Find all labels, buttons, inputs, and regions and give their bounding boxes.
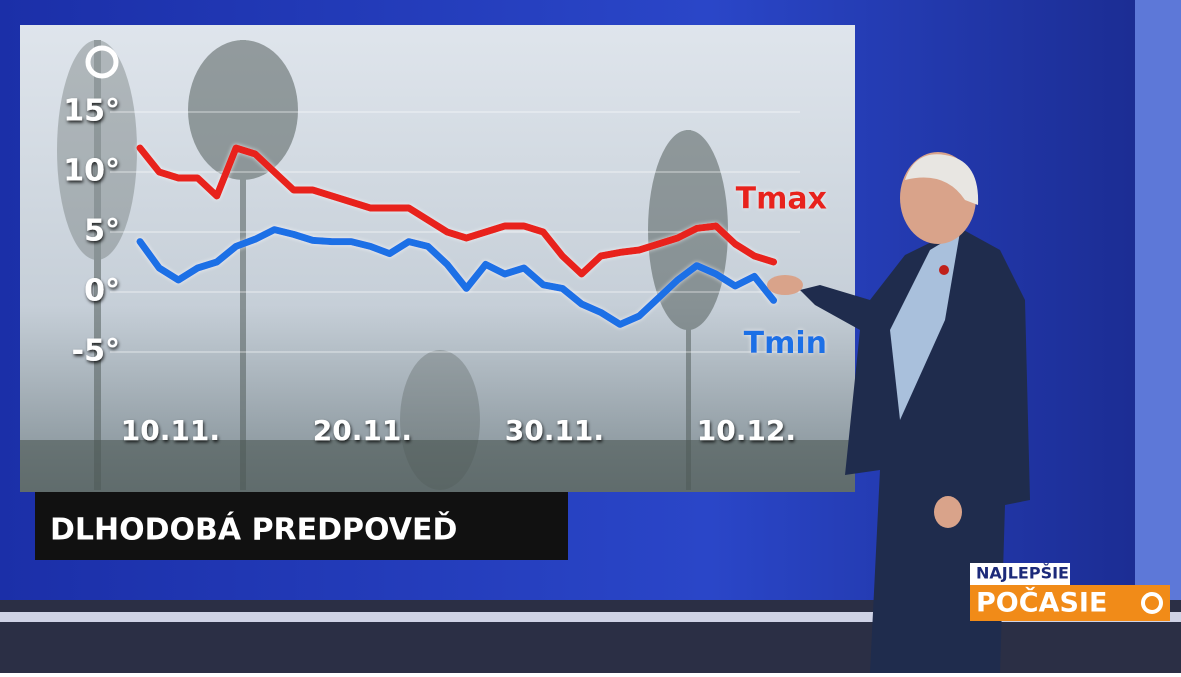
x-tick-label: 10.12. — [697, 414, 796, 447]
studio-panel — [1135, 0, 1181, 673]
brand-icon — [1141, 592, 1163, 614]
y-tick-label: 5° — [84, 214, 120, 249]
brand-bottom-box — [970, 585, 1170, 621]
y-tick-label: 10° — [63, 154, 120, 189]
title-box — [35, 492, 568, 560]
chart-title: DLHODOBÁ PREDPOVEĎ — [50, 512, 457, 548]
y-tick-label: -5° — [72, 334, 120, 369]
floor-light — [0, 612, 1181, 622]
x-tick-label: 30.11. — [505, 414, 604, 447]
x-tick-label: 20.11. — [313, 414, 412, 447]
ground — [20, 440, 855, 492]
brand-top: NAJLEPŠIE — [976, 564, 1069, 583]
y-tick-label: 15° — [63, 94, 120, 129]
logo-icon — [85, 45, 119, 79]
brand-bottom: POČASIE — [976, 587, 1107, 619]
y-tick-label: 0° — [84, 274, 120, 309]
brand-top-box — [970, 563, 1070, 585]
x-tick-label: 10.11. — [121, 414, 220, 447]
series-line — [136, 226, 778, 328]
legend-entry: Tmax — [736, 182, 827, 217]
legend-entry: Tmin — [744, 326, 827, 361]
series-line — [136, 144, 778, 278]
presenter — [767, 152, 1030, 673]
